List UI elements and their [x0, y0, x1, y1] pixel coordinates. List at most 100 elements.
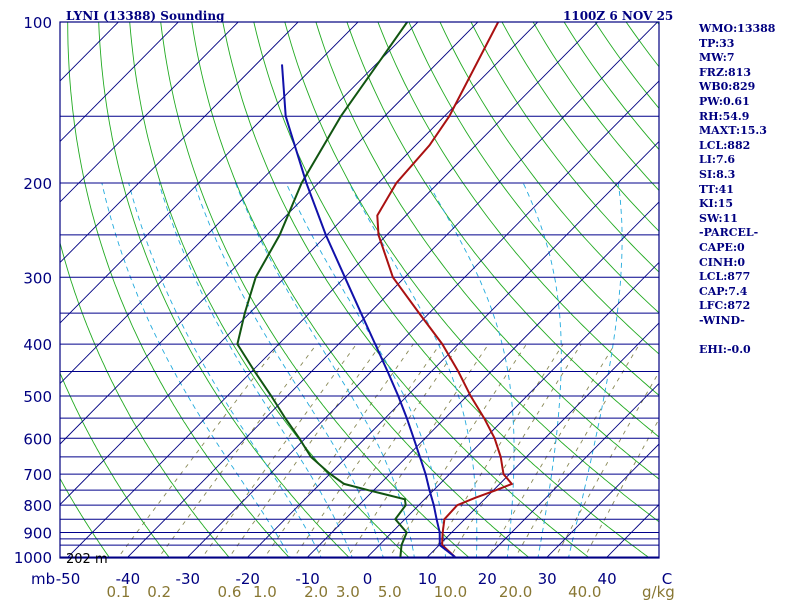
temperature-tick-labels: -50 -40 -30 -20 -10 0 10 20 30 40 C: [56, 570, 672, 588]
moist-adiabat-line: [285, 182, 446, 558]
mixing-ratio-label: 40.0: [568, 583, 601, 600]
mixing-ratio-line: [514, 343, 640, 558]
dry-adiabat-line: [253, 22, 651, 558]
stat-line: FRZ:813: [699, 65, 752, 79]
moist-adiabats: [101, 182, 623, 558]
stat-line: LFC:872: [699, 299, 751, 313]
moist-adiabat-line: [193, 182, 384, 558]
mixing-ratio-line: [201, 343, 357, 558]
pressure-tick-label: 700: [23, 466, 52, 484]
mixing-ratio-line: [486, 343, 616, 558]
mixing-ratio-line: [263, 343, 414, 558]
mixing-ratio-line: [228, 343, 382, 558]
pressure-tick-labels: 100 200 300 400 500 600 700 800 900 1000: [14, 14, 52, 567]
moist-adiabat-line: [567, 183, 623, 558]
sounding-title: LYNI (13388) Sounding: [66, 9, 225, 23]
dry-adiabat-line: [439, 22, 659, 314]
stat-line: -PARCEL-: [699, 226, 759, 240]
stat-line: LCL:877: [699, 270, 751, 284]
pressure-tick-label: 400: [23, 336, 52, 354]
stat-line: CAPE:0: [699, 240, 745, 254]
mixing-ratio-line: [293, 343, 441, 558]
pressure-tick-label: 200: [23, 175, 52, 193]
stat-line: TT:41: [699, 182, 734, 196]
pressure-tick-label: 500: [23, 388, 52, 406]
stat-line: WB0:829: [699, 80, 756, 94]
stat-line: PW:0.61: [699, 94, 750, 108]
temperature-tick-label: 40: [598, 570, 617, 588]
moist-adiabat-line: [348, 182, 478, 558]
mixing-ratio-label: 1.0: [253, 583, 277, 600]
pressure-tick-label: 800: [23, 497, 52, 515]
dry-adiabat-line: [67, 22, 291, 558]
isotherm-line: [60, 22, 299, 264]
pressure-unit-label: mb: [31, 570, 55, 588]
mixing-ratio-line: [314, 343, 461, 558]
stat-line: LI:7.6: [699, 153, 736, 167]
isotherm-line: [66, 22, 599, 558]
pressure-tick-label: 100: [23, 14, 52, 32]
stat-line: SI:8.3: [699, 167, 736, 181]
stat-line: EHI:-0.0: [699, 343, 751, 357]
temperature-tick-label: -50: [56, 570, 81, 588]
dry-adiabat-line: [346, 22, 659, 438]
stat-line: LCL:882: [699, 138, 751, 152]
stat-line: [699, 328, 775, 343]
stat-line: RH:54.9: [699, 109, 750, 123]
isotherm-line: [0, 10, 10, 568]
dry-adiabat-line: [222, 22, 591, 558]
isotherm-line: [60, 22, 239, 203]
mixing-ratio-label: 20.0: [499, 583, 532, 600]
isotherm-line: [186, 80, 659, 558]
stat-line: CAP:7.4: [699, 284, 748, 298]
mixing-ratio-label: 0.6: [218, 583, 242, 600]
mixing-ratio-line: [346, 343, 489, 558]
dry-adiabat-line: [377, 22, 659, 396]
moist-adiabat-line: [427, 182, 515, 558]
stat-line: MW:7: [699, 51, 735, 65]
mixing-ratio-lines: [117, 343, 659, 558]
stat-line: WMO:13388: [699, 22, 776, 35]
isotherms: [0, 10, 659, 568]
dry-adiabat-line: [60, 241, 231, 558]
temperature-tick-label: 30: [538, 570, 557, 588]
mixing-ratio-label: 3.0: [336, 583, 360, 600]
pressure-tick-label: 900: [23, 525, 52, 543]
isobars: [60, 22, 659, 558]
stat-line: -WIND-: [699, 313, 745, 327]
temperature-tick-label: -10: [295, 570, 320, 588]
isotherm-line: [246, 140, 659, 558]
pressure-tick-label: 300: [23, 269, 52, 287]
moist-adiabat-line: [128, 182, 322, 558]
temperature-tick-label: -30: [176, 570, 201, 588]
dry-adiabats: [60, 22, 659, 558]
mixing-ratio-line: [157, 343, 318, 558]
isotherm-line: [60, 22, 419, 385]
mixing-ratio-line: [117, 343, 280, 558]
isotherm-line: [60, 22, 539, 506]
moist-adiabat-line: [522, 182, 562, 558]
sounding-time: 1100Z 6 NOV 25: [563, 9, 674, 23]
isotherm-line: [126, 22, 659, 558]
dry-adiabat-line: [470, 22, 659, 273]
temperature-tick-label: 10: [418, 570, 437, 588]
stat-line: SW:11: [699, 211, 738, 225]
mixing-ratio-label: 2.0: [304, 583, 328, 600]
isotherm-line: [545, 443, 659, 558]
plot-area: [0, 10, 659, 568]
mixing-ratio-unit-label: g/kg: [642, 583, 675, 600]
stat-line: MAXT:15.3: [699, 124, 767, 138]
mixing-ratio-label: 0.1: [107, 583, 131, 600]
mixing-ratio-line: [554, 371, 659, 558]
mixing-ratio-line: [388, 343, 527, 558]
isotherm-line: [305, 201, 659, 558]
moist-adiabat-line: [235, 182, 415, 558]
mixing-ratio-label: 5.0: [378, 583, 402, 600]
dry-adiabat-line: [160, 22, 471, 558]
isotherm-line: [485, 382, 659, 558]
mixing-ratio-label: 0.2: [147, 583, 171, 600]
isotherm-line: [60, 22, 120, 82]
dry-adiabat-line: [98, 22, 351, 558]
dry-adiabat-line: [60, 371, 171, 558]
temperature-tick-label: 0: [363, 570, 373, 588]
